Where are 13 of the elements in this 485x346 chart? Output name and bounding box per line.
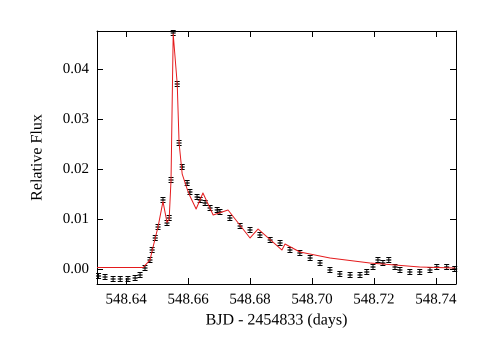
x-tick-label: 548.64 [105,292,148,308]
x-tick-label: 548.68 [229,292,271,308]
y-axis-title: Relative Flux [28,114,46,201]
y-tick-label: 0.01 [62,211,89,227]
x-tick-label: 548.70 [291,292,333,308]
x-tick-label: 548.74 [415,292,457,308]
y-tick-label: 0.02 [62,161,89,177]
y-tick-label: 0.03 [62,111,89,127]
y-tick-label: 0.00 [62,261,89,277]
x-tick-label: 548.72 [353,292,395,308]
x-tick-label: 548.66 [167,292,210,308]
x-axis-title: BJD - 2454833 (days) [206,311,348,328]
y-tick-label: 0.04 [62,61,90,77]
